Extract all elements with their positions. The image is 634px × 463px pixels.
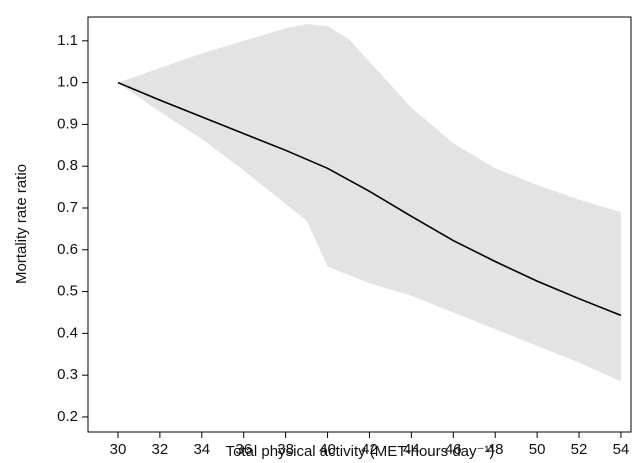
y-tick-label: 0.3 xyxy=(57,366,78,383)
y-tick-label: 0.4 xyxy=(57,324,78,341)
x-tick-label: 54 xyxy=(613,441,630,458)
x-tick-label: 32 xyxy=(152,441,169,458)
x-tick-label: 34 xyxy=(193,441,210,458)
line xyxy=(117,81,622,317)
x-tick-label: 46 xyxy=(445,441,462,458)
y-tick-label: 0.8 xyxy=(57,157,78,174)
x-tick-label: 40 xyxy=(319,441,336,458)
x-axis-label: Total physical activity (MET-hours day⁻¹… xyxy=(226,443,495,460)
confidence-band xyxy=(117,24,621,382)
x-tick-label: 42 xyxy=(361,441,378,458)
y-tick-label: 0.2 xyxy=(57,408,78,425)
y-tick-label: 0.6 xyxy=(57,241,78,258)
x-tick-label: 30 xyxy=(110,441,127,458)
y-tick-label: 1.1 xyxy=(57,32,78,49)
x-tick-label: 48 xyxy=(487,441,504,458)
x-tick-label: 50 xyxy=(529,441,546,458)
y-tick-label: 1.0 xyxy=(57,74,78,91)
y-tick-label: 0.7 xyxy=(57,199,78,216)
y-axis-label: Mortality rate ratio xyxy=(13,164,30,284)
x-tick-label: 52 xyxy=(571,441,588,458)
y-tick-label: 0.9 xyxy=(57,115,78,132)
x-tick-label: 44 xyxy=(403,441,420,458)
plot-frame xyxy=(87,16,632,433)
x-tick-label: 38 xyxy=(277,441,294,458)
x-tick-label: 36 xyxy=(235,441,252,458)
y-tick-label: 0.5 xyxy=(57,283,78,300)
